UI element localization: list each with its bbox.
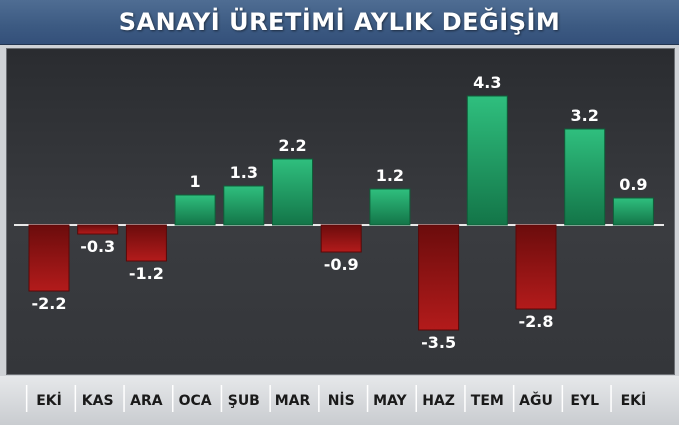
bar-13 xyxy=(612,197,654,226)
value-label-9: -3.5 xyxy=(421,333,456,352)
title-bar: SANAYİ ÜRETİMİ AYLIK DEĞİŞİM xyxy=(0,0,679,45)
value-label-4: 1 xyxy=(190,172,201,191)
category-label-6: MAR xyxy=(275,393,311,409)
bar-1 xyxy=(28,224,70,292)
chart-panel xyxy=(6,48,675,375)
bar-6 xyxy=(272,158,313,226)
bar-8 xyxy=(369,188,411,226)
value-label-10: 4.3 xyxy=(473,73,501,92)
bar-5 xyxy=(223,185,265,226)
bar-12 xyxy=(564,128,606,226)
bar-10 xyxy=(466,95,508,226)
category-label-13: EKİ xyxy=(621,392,647,409)
value-label-12: 3.2 xyxy=(571,106,599,125)
category-label-10: TEM xyxy=(471,393,504,409)
category-label-11: AĞU xyxy=(519,391,553,409)
category-label-1: EKİ xyxy=(36,392,62,409)
category-label-3: ARA xyxy=(130,393,163,409)
category-label-5: ŞUB xyxy=(228,393,260,409)
bar-3 xyxy=(125,224,167,262)
bar-7 xyxy=(320,224,362,253)
category-label-4: OCA xyxy=(179,393,212,409)
bar-11 xyxy=(515,224,557,310)
value-label-3: -1.2 xyxy=(129,264,164,283)
bar-9 xyxy=(418,224,460,331)
value-label-11: -2.8 xyxy=(519,312,554,331)
category-label-12: EYL xyxy=(570,393,599,409)
value-label-2: -0.3 xyxy=(80,237,115,256)
chart-title: SANAYİ ÜRETİMİ AYLIK DEĞİŞİM xyxy=(118,8,561,36)
category-label-2: KAS xyxy=(82,393,114,409)
bar-4 xyxy=(174,194,216,226)
value-label-8: 1.2 xyxy=(376,166,404,185)
value-label-6: 2.2 xyxy=(278,136,306,155)
bar-2 xyxy=(77,224,119,235)
value-label-13: 0.9 xyxy=(619,175,647,194)
category-strip xyxy=(0,376,679,425)
value-label-1: -2.2 xyxy=(32,294,67,313)
category-label-8: MAY xyxy=(373,393,407,409)
category-label-7: NİS xyxy=(328,392,355,409)
value-label-5: 1.3 xyxy=(230,163,258,182)
value-label-7: -0.9 xyxy=(324,255,359,274)
category-label-9: HAZ xyxy=(422,393,455,409)
